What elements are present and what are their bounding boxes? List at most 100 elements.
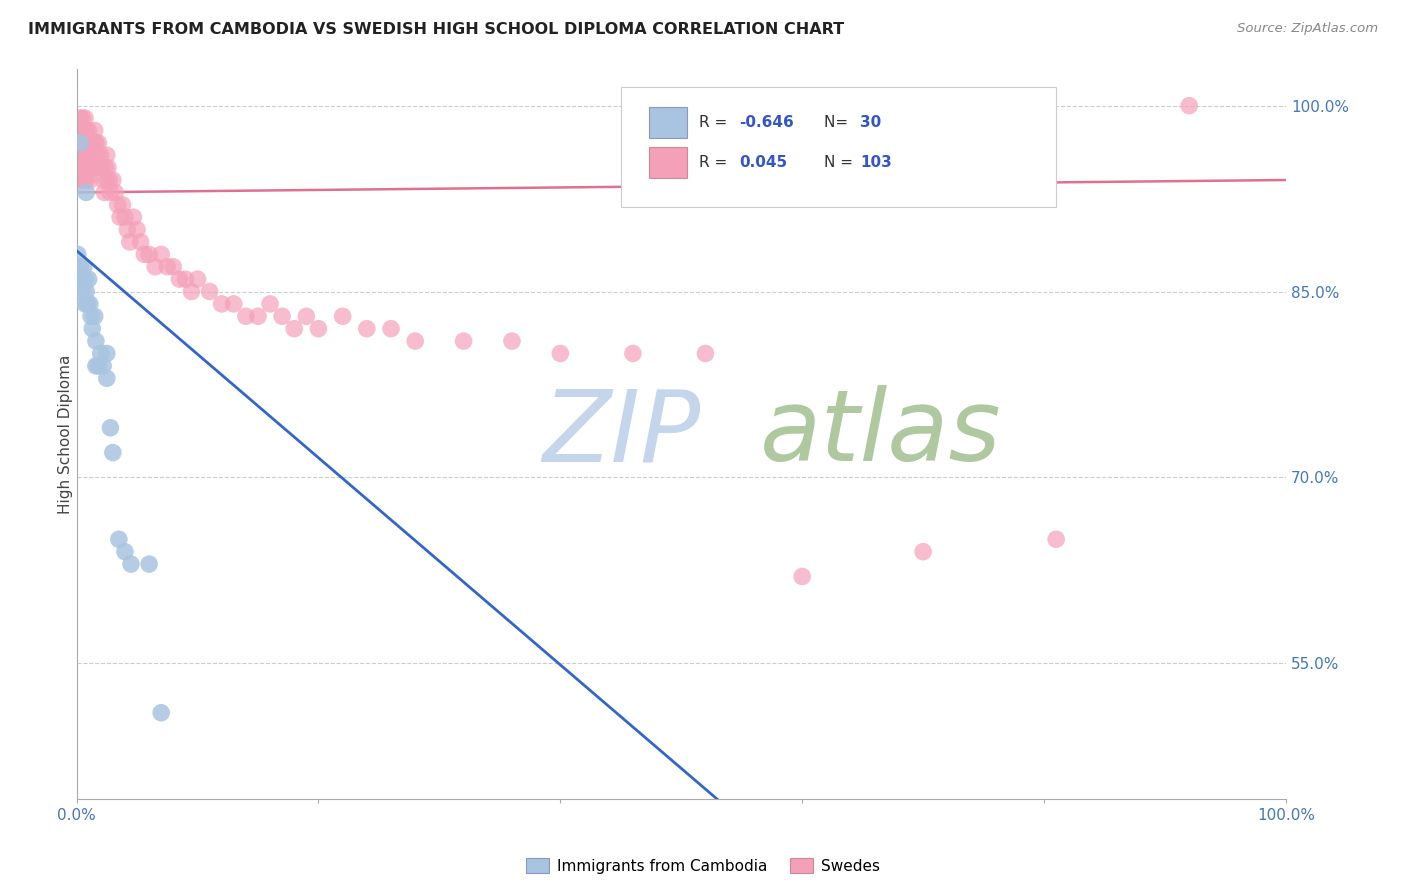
Point — [70, 123, 93, 137]
Point — [75, 148, 97, 162]
Point — [80, 310, 103, 324]
Point — [111, 198, 134, 212]
Point — [380, 321, 402, 335]
Point — [174, 272, 197, 286]
Point — [695, 346, 717, 360]
Point — [91, 173, 114, 187]
Point — [101, 445, 124, 459]
FancyBboxPatch shape — [621, 87, 1056, 208]
Point — [162, 260, 184, 274]
Point — [70, 161, 93, 175]
FancyBboxPatch shape — [648, 107, 688, 138]
Point — [72, 148, 94, 162]
Point — [66, 247, 89, 261]
Text: N=: N= — [824, 115, 853, 130]
Point — [332, 310, 354, 324]
Point — [307, 321, 329, 335]
Point — [69, 136, 91, 150]
Point — [118, 235, 141, 249]
Point — [91, 359, 114, 373]
Point — [97, 161, 120, 175]
Point — [104, 186, 127, 200]
Point — [125, 222, 148, 236]
Text: R =: R = — [699, 155, 737, 170]
Point — [76, 161, 98, 175]
Point — [66, 136, 89, 150]
Point — [792, 569, 814, 583]
Point — [621, 346, 644, 360]
Point — [100, 186, 122, 200]
Point — [101, 173, 124, 187]
Point — [96, 371, 118, 385]
Point — [120, 557, 142, 571]
Point — [69, 173, 91, 187]
Point — [108, 210, 131, 224]
Text: IMMIGRANTS FROM CAMBODIA VS SWEDISH HIGH SCHOOL DIPLOMA CORRELATION CHART: IMMIGRANTS FROM CAMBODIA VS SWEDISH HIGH… — [28, 22, 844, 37]
Point — [77, 136, 100, 150]
Text: N =: N = — [824, 155, 858, 170]
Point — [80, 161, 103, 175]
Point — [235, 310, 257, 324]
Point — [404, 334, 426, 348]
Point — [83, 123, 105, 137]
Point — [72, 173, 94, 187]
Point — [271, 310, 294, 324]
Point — [295, 310, 318, 324]
Point — [84, 359, 107, 373]
Point — [550, 346, 572, 360]
Point — [82, 161, 104, 175]
Point — [69, 111, 91, 125]
Point — [912, 544, 935, 558]
Point — [69, 148, 91, 162]
Point — [75, 123, 97, 137]
Point — [80, 136, 103, 150]
Point — [94, 161, 117, 175]
Point — [107, 198, 129, 212]
Point — [129, 235, 152, 249]
Point — [72, 285, 94, 299]
Point — [122, 210, 145, 224]
Point — [82, 136, 104, 150]
Point — [73, 136, 96, 150]
Point — [134, 247, 156, 261]
Point — [79, 173, 101, 187]
Point — [67, 123, 90, 137]
Point — [83, 136, 105, 150]
Point — [100, 421, 122, 435]
Point — [83, 310, 105, 324]
Text: 103: 103 — [860, 155, 891, 170]
Point — [84, 334, 107, 348]
Point — [150, 247, 173, 261]
Point — [90, 346, 112, 360]
Point — [67, 161, 90, 175]
Text: 0.045: 0.045 — [740, 155, 787, 170]
Point — [501, 334, 523, 348]
Point — [79, 297, 101, 311]
Point — [73, 111, 96, 125]
Point — [96, 346, 118, 360]
Point — [76, 297, 98, 311]
Point — [84, 136, 107, 150]
Point — [108, 533, 131, 547]
Point — [156, 260, 179, 274]
Point — [77, 161, 100, 175]
Text: -0.646: -0.646 — [740, 115, 794, 130]
Point — [82, 161, 104, 175]
Point — [283, 321, 305, 335]
Point — [91, 161, 114, 175]
Point — [96, 148, 118, 162]
Point — [66, 148, 89, 162]
Point — [211, 297, 233, 311]
Y-axis label: High School Diploma: High School Diploma — [58, 354, 73, 514]
Point — [75, 173, 97, 187]
Point — [79, 136, 101, 150]
FancyBboxPatch shape — [648, 147, 688, 178]
Point — [186, 272, 208, 286]
Point — [77, 123, 100, 137]
Point — [70, 136, 93, 150]
Point — [87, 136, 110, 150]
Point — [150, 706, 173, 720]
Point — [89, 161, 111, 175]
Point — [246, 310, 269, 324]
Point — [114, 544, 136, 558]
